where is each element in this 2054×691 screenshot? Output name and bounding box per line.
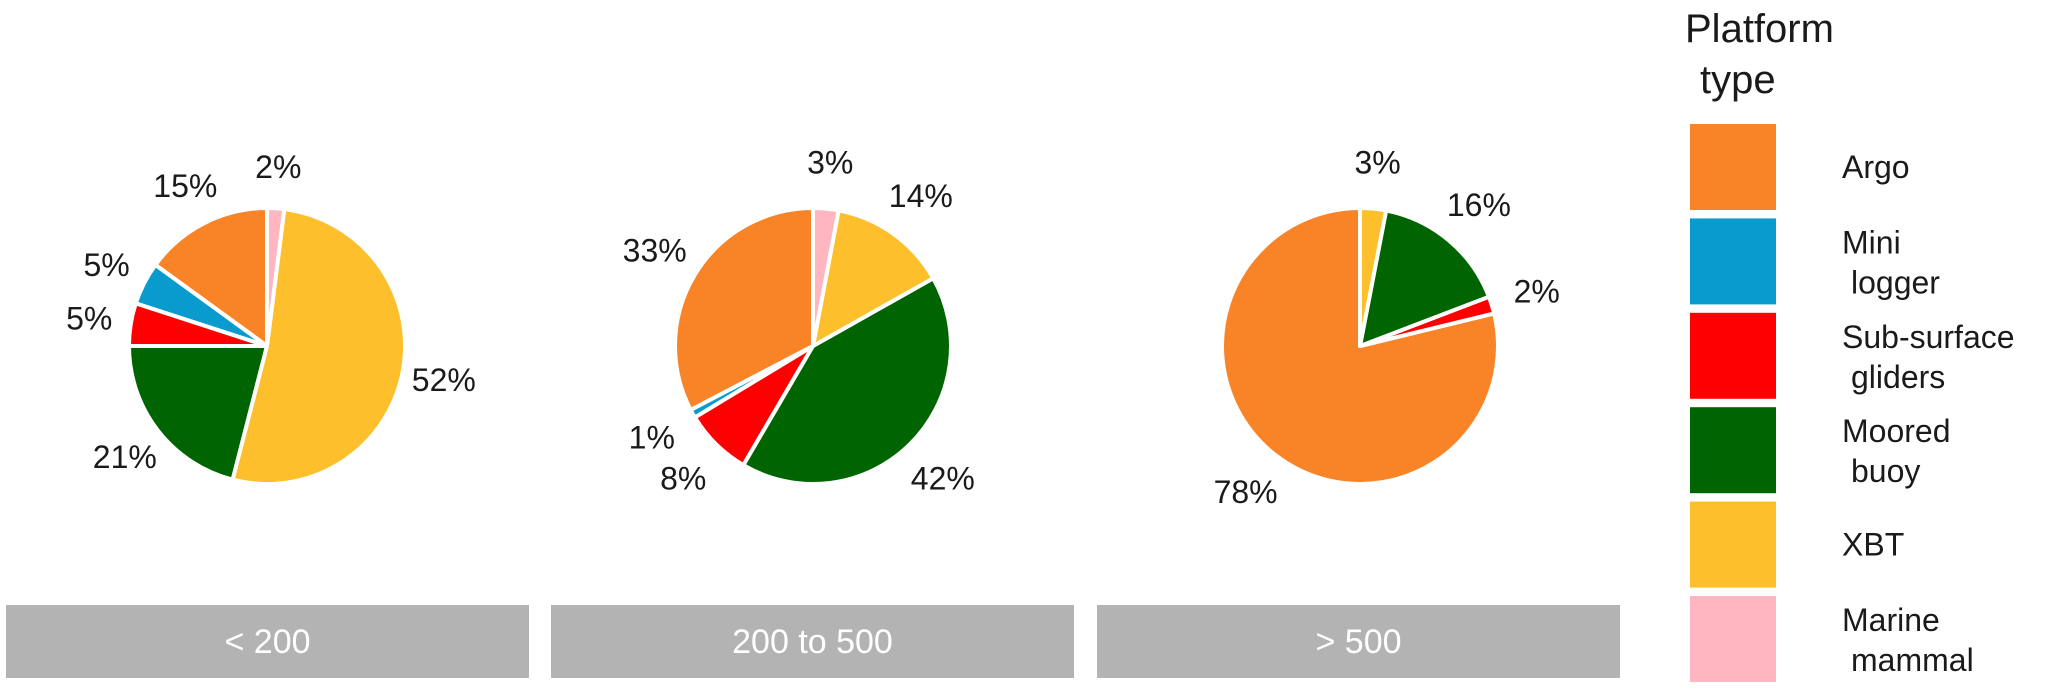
slice-label-2-mini-logger: 1% (629, 419, 675, 455)
slice-label-2-xbt: 14% (889, 178, 953, 214)
facet-label-3: > 500 (1315, 623, 1401, 661)
legend-key-mini-logger (1690, 218, 1776, 305)
legend-label-marine-mammal-line-2: mammal (1851, 642, 1974, 678)
pie-slice-3-xbt (1358, 205, 1389, 348)
slice-label-2-marine-mammal: 3% (807, 144, 853, 180)
legend-label-mini-logger-line-2: logger (1851, 264, 1940, 300)
slice-label-1-mini-logger: 5% (83, 247, 129, 283)
slice-label-3-xbt: 3% (1354, 144, 1400, 180)
pie-slice-2-moored-buoy (741, 276, 953, 486)
legend-key-xbt (1690, 501, 1776, 588)
pie-slice-1-argo (153, 206, 269, 348)
facet-strip-2 (551, 605, 1074, 678)
legend-label-xbt: XBT (1842, 527, 1904, 563)
legend-label-mini-logger-line-1: Mini (1842, 224, 1901, 260)
slice-label-2-argo: 33% (623, 233, 687, 269)
slice-label-1-moored-buoy: 21% (93, 439, 157, 475)
legend-label-sub-surface-gliders-line-2: gliders (1851, 359, 1945, 395)
pie-slice-2-argo (673, 206, 815, 412)
legend-key-argo (1690, 124, 1776, 210)
legend-label-sub-surface-gliders-line-1: Sub-surface (1842, 319, 2015, 355)
slice-label-1-xbt: 52% (412, 362, 476, 398)
pie-slice-2-marine-mammal (811, 206, 841, 348)
pie-slice-1-marine-mammal (265, 206, 287, 348)
slice-label-1-marine-mammal: 2% (255, 149, 301, 185)
legend-label-moored-buoy-line-2: buoy (1851, 453, 1920, 489)
legend-label-argo: Argo (1842, 149, 1910, 185)
slice-label-2-sub-surface-gliders: 8% (660, 460, 706, 496)
slice-label-3-moored-buoy: 16% (1447, 187, 1511, 223)
slice-label-1-sub-surface-gliders: 5% (66, 300, 112, 336)
slice-label-3-sub-surface-gliders: 2% (1514, 274, 1560, 310)
legend-label-marine-mammal-line-1: Marine (1842, 602, 1940, 638)
pie-slice-3-moored-buoy (1358, 208, 1491, 348)
facet-strip-3 (1097, 605, 1620, 678)
legend-title-line-1: Platform (1685, 7, 1834, 51)
legend-title-line-2: type (1700, 58, 1776, 102)
facet-label-2: 200 to 500 (732, 623, 893, 661)
legend-key-sub-surface-gliders (1690, 312, 1776, 399)
legend-label-moored-buoy-line-1: Moored (1842, 413, 1951, 449)
slice-label-1-argo: 15% (153, 168, 217, 204)
slice-label-3-argo: 78% (1214, 474, 1278, 510)
pie-slice-2-xbt (811, 208, 936, 348)
pie-slice-1-moored-buoy (127, 344, 269, 482)
legend-key-moored-buoy (1690, 407, 1776, 494)
facet-label-1: < 200 (224, 623, 310, 661)
slice-label-2-moored-buoy: 42% (911, 460, 975, 496)
legend-key-marine-mammal (1690, 596, 1776, 682)
facet-strip-1 (6, 605, 529, 678)
